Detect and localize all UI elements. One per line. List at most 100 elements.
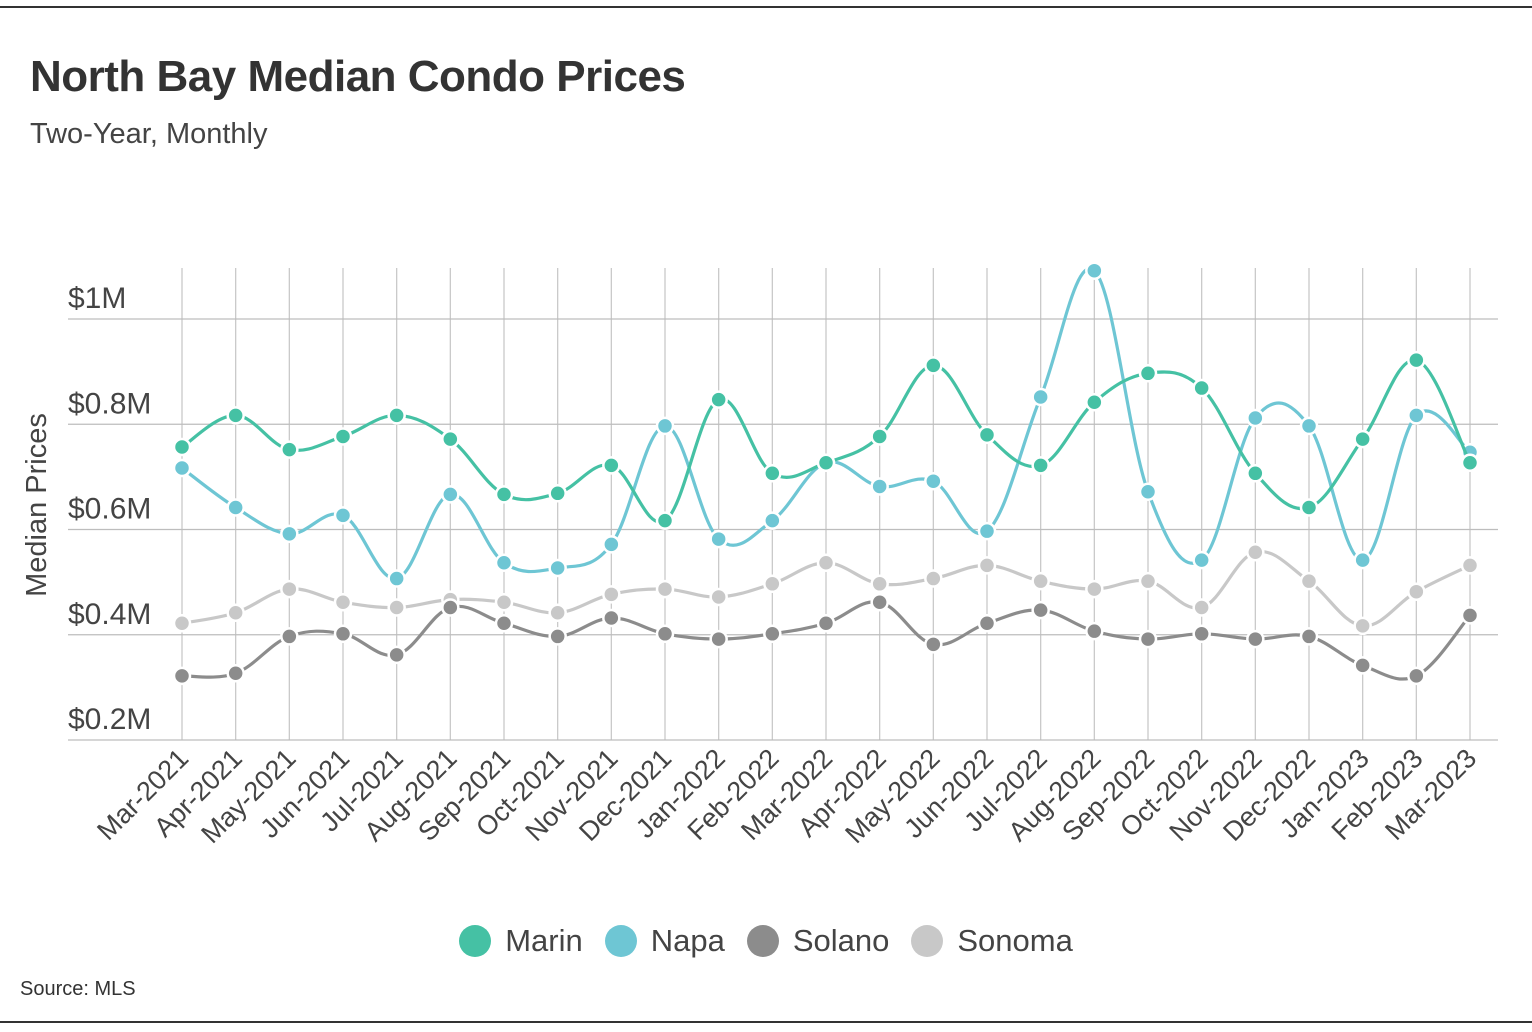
data-point-sonoma xyxy=(1407,582,1426,601)
data-point-napa xyxy=(1138,482,1158,501)
data-point-sonoma xyxy=(280,579,299,599)
data-point-marin xyxy=(548,484,567,503)
chart-title: North Bay Median Condo Prices xyxy=(30,52,686,101)
legend-item-napa: Napa xyxy=(604,923,725,959)
data-point-marin xyxy=(1246,464,1265,483)
data-point-napa xyxy=(602,535,621,554)
y-tick-label: $0.8M xyxy=(68,387,151,420)
chart-subtitle: Two-Year, Monthly xyxy=(30,118,268,150)
data-point-napa xyxy=(1407,406,1426,425)
legend-swatch xyxy=(911,925,944,957)
data-point-napa xyxy=(709,529,728,549)
legend-label: Napa xyxy=(650,923,725,958)
data-point-solano xyxy=(1085,621,1104,641)
data-point-marin xyxy=(870,427,889,446)
legend-label: Marin xyxy=(505,923,583,958)
y-axis-label: Median Prices xyxy=(21,413,53,597)
data-point-solano xyxy=(172,666,192,686)
legend: Marin Napa Solano Sonoma xyxy=(0,923,1532,959)
data-point-solano xyxy=(1031,600,1050,620)
data-point-marin xyxy=(763,464,782,483)
data-point-sonoma xyxy=(1353,616,1372,636)
y-tick-label: $0.6M xyxy=(68,493,151,526)
data-point-solano xyxy=(655,624,675,644)
data-point-solano xyxy=(816,614,836,633)
data-point-napa xyxy=(387,569,406,588)
data-point-solano xyxy=(1460,606,1480,625)
data-point-solano xyxy=(977,614,997,633)
data-point-solano xyxy=(924,635,943,654)
legend-label: Solano xyxy=(792,923,890,958)
y-tick-label: $0.2M xyxy=(68,703,151,736)
data-point-marin xyxy=(924,356,943,375)
data-point-marin xyxy=(172,437,192,457)
top-rule xyxy=(0,6,1532,8)
data-point-sonoma xyxy=(924,569,943,588)
data-point-sonoma xyxy=(226,603,245,622)
data-point-napa xyxy=(333,506,353,525)
data-point-sonoma xyxy=(494,592,514,612)
data-point-marin xyxy=(655,511,675,530)
data-point-solano xyxy=(1353,656,1372,675)
data-point-sonoma xyxy=(655,579,675,599)
legend-swatch xyxy=(604,925,637,957)
data-point-napa xyxy=(441,485,460,504)
data-point-marin xyxy=(1407,350,1426,370)
data-point-solano xyxy=(709,629,728,649)
data-point-sonoma xyxy=(816,553,836,573)
series-line-marin xyxy=(181,358,1472,524)
data-point-marin xyxy=(333,427,353,446)
data-point-solano xyxy=(280,627,299,646)
data-point-solano xyxy=(1192,624,1211,644)
data-point-solano xyxy=(1299,627,1319,646)
data-point-napa xyxy=(494,553,514,573)
data-point-sonoma xyxy=(1192,598,1211,617)
data-point-sonoma xyxy=(172,614,192,633)
data-point-napa xyxy=(1246,408,1265,428)
data-point-marin xyxy=(387,406,406,425)
data-point-napa xyxy=(977,521,997,541)
data-point-marin xyxy=(1353,429,1372,449)
data-point-napa xyxy=(1192,550,1211,570)
y-tick-label: $0.4M xyxy=(68,598,151,631)
data-point-sonoma xyxy=(1031,571,1050,591)
legend-item-marin: Marin xyxy=(459,923,583,959)
data-point-napa xyxy=(226,498,245,517)
data-point-marin xyxy=(280,440,299,459)
data-point-solano xyxy=(602,608,621,628)
bottom-rule xyxy=(0,1021,1532,1023)
data-point-napa xyxy=(1299,416,1319,436)
legend-label: Sonoma xyxy=(957,923,1073,958)
data-point-marin xyxy=(1085,393,1104,412)
data-point-marin xyxy=(977,425,997,445)
data-point-sonoma xyxy=(870,574,889,594)
data-point-marin xyxy=(1299,498,1319,517)
data-point-solano xyxy=(1138,629,1158,649)
data-point-marin xyxy=(602,456,621,475)
data-point-solano xyxy=(1407,666,1426,686)
legend-swatch xyxy=(746,925,779,957)
legend-item-solano: Solano xyxy=(746,923,890,959)
data-point-marin xyxy=(816,453,836,473)
data-point-sonoma xyxy=(548,603,567,622)
data-point-napa xyxy=(1085,261,1104,280)
source-note: Source: MLS xyxy=(20,978,136,1000)
data-point-sonoma xyxy=(333,592,353,612)
data-point-marin xyxy=(494,485,514,504)
data-point-napa xyxy=(172,458,192,478)
data-point-sonoma xyxy=(1138,571,1158,591)
legend-swatch xyxy=(459,925,492,957)
data-point-solano xyxy=(226,664,245,683)
data-point-napa xyxy=(280,524,299,544)
data-point-marin xyxy=(709,390,728,409)
y-tick-label: $1M xyxy=(68,282,126,315)
data-point-marin xyxy=(226,406,245,425)
data-point-solano xyxy=(441,598,460,617)
data-point-sonoma xyxy=(709,587,728,607)
data-point-solano xyxy=(548,627,567,646)
data-point-sonoma xyxy=(602,585,621,604)
data-point-sonoma xyxy=(977,556,997,575)
data-point-napa xyxy=(655,416,675,436)
data-point-marin xyxy=(1031,456,1050,475)
